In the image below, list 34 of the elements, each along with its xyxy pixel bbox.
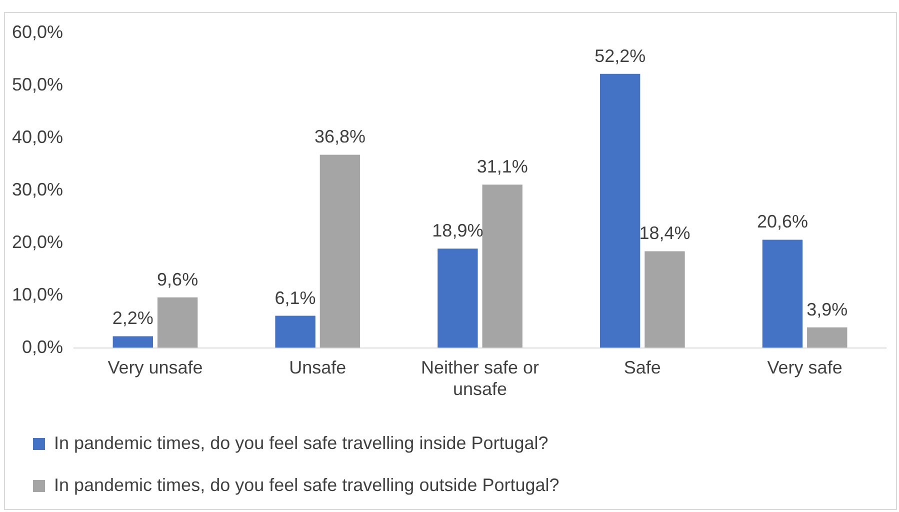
legend-label: In pandemic times, do you feel safe travelling inside Portugal? <box>54 432 548 453</box>
data-label: 36,8% <box>314 126 366 147</box>
y-tick-label: 30,0% <box>12 179 64 200</box>
bar <box>157 297 198 348</box>
y-tick-label: 50,0% <box>12 74 64 94</box>
y-tick-label: 40,0% <box>12 126 64 147</box>
data-label: 18,4% <box>639 223 690 244</box>
x-tick-label: Very safe <box>767 358 842 378</box>
y-tick-label: 10,0% <box>12 284 64 304</box>
data-label: 20,6% <box>756 212 808 232</box>
data-label: 18,9% <box>432 220 484 241</box>
bar <box>600 74 640 348</box>
bar <box>320 154 360 348</box>
y-tick-label: 60,0% <box>12 22 64 42</box>
bar <box>112 336 153 348</box>
data-label: 2,2% <box>112 308 154 328</box>
y-tick-label: 0,0% <box>22 336 64 357</box>
y-tick-label: 20,0% <box>12 232 64 252</box>
bar <box>807 327 848 348</box>
bar <box>762 240 803 348</box>
data-label: 31,1% <box>476 156 528 177</box>
data-label: 3,9% <box>806 299 848 320</box>
x-tick-label: Unsafe <box>289 358 346 378</box>
data-label: 9,6% <box>157 269 198 290</box>
bar <box>275 316 316 348</box>
x-tick-label: Safe <box>624 358 661 378</box>
bar <box>482 184 522 348</box>
bar <box>644 251 685 348</box>
x-tick-label: Very unsafe <box>108 358 203 378</box>
bar <box>438 248 478 348</box>
data-label: 6,1% <box>274 288 316 308</box>
legend-label: In pandemic times, do you feel safe travelling outside Portugal? <box>54 474 560 495</box>
data-label: 52,2% <box>594 46 646 66</box>
x-tick-label: Neither safe or unsafe <box>420 358 540 400</box>
